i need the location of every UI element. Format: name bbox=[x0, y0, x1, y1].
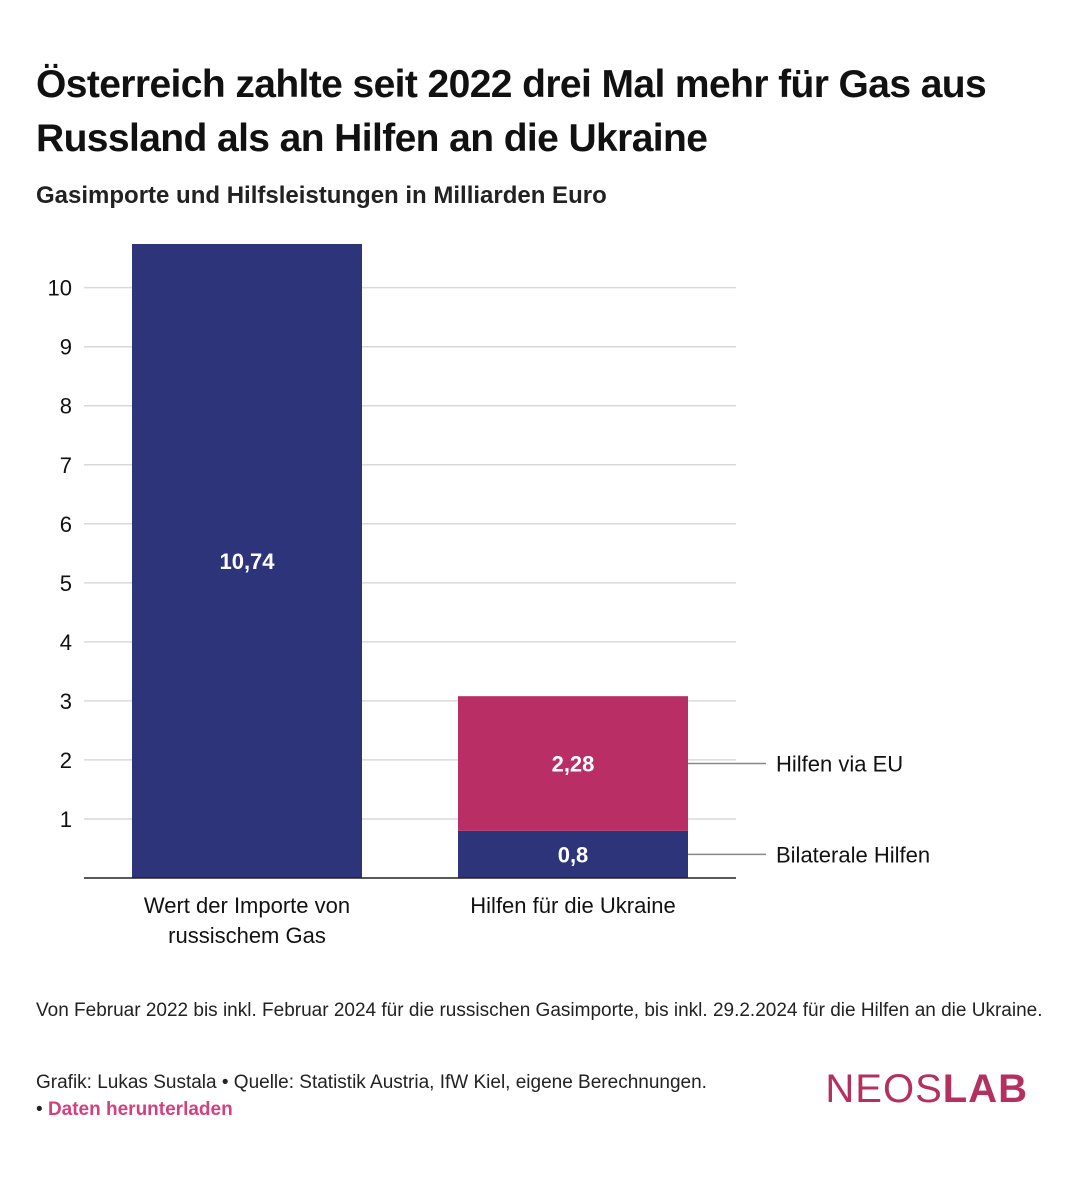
bar-segment bbox=[458, 830, 688, 878]
y-tick-label: 7 bbox=[60, 453, 72, 478]
y-tick-label: 3 bbox=[60, 689, 72, 714]
bar-chart: 1 2 3 4 5 6 7 8 9 10 10,74 0,8 2,28 Bilaterale Hilf… bbox=[48, 244, 930, 948]
series-annotations: Bilaterale Hilfen Hilfen via EU bbox=[688, 751, 930, 867]
y-tick-label: 5 bbox=[60, 571, 72, 596]
download-data-link[interactable]: Daten herunterladen bbox=[47, 1099, 233, 1120]
series-annotation: Hilfen via EU bbox=[776, 751, 903, 776]
y-tick-label: 8 bbox=[60, 394, 72, 419]
bars bbox=[132, 244, 688, 878]
data-labels: 10,74 0,8 2,28 bbox=[219, 549, 594, 867]
chart-subtitle: Gasimporte und Hilfsleistungen in Millia… bbox=[36, 182, 607, 209]
y-tick-label: 4 bbox=[60, 630, 72, 655]
data-label: 0,8 bbox=[558, 842, 589, 867]
credit-text: Grafik: Lukas Sustala • Quelle: Statisti… bbox=[36, 1072, 707, 1093]
x-category-label: russischem Gas bbox=[168, 923, 326, 948]
y-tick-label: 6 bbox=[60, 512, 72, 537]
x-axis: Wert der Importe von russischem Gas Hilfen… bbox=[84, 877, 736, 948]
y-tick-label: 1 bbox=[60, 807, 72, 832]
data-label: 10,74 bbox=[219, 549, 275, 574]
y-axis: 1 2 3 4 5 6 7 8 9 10 bbox=[48, 276, 72, 832]
data-label: 2,28 bbox=[552, 751, 595, 776]
source-credit: Grafik: Lukas Sustala • Quelle: Statisti… bbox=[36, 1069, 816, 1123]
footnote: Von Februar 2022 bis inkl. Februar 2024 … bbox=[36, 1000, 1043, 1021]
logo-part-neos: NEOS bbox=[825, 1067, 943, 1111]
bar-segment bbox=[132, 244, 362, 878]
series-annotation: Bilaterale Hilfen bbox=[776, 842, 930, 867]
bar-segment bbox=[458, 696, 688, 831]
x-category-label: Hilfen für die Ukraine bbox=[470, 893, 675, 918]
logo-part-lab: LAB bbox=[942, 1067, 1028, 1111]
bullet: • bbox=[36, 1099, 48, 1120]
y-tick-label: 9 bbox=[60, 335, 72, 360]
y-tick-label: 10 bbox=[48, 276, 72, 301]
x-category-label: Wert der Importe von bbox=[144, 893, 350, 918]
neos-lab-logo: NEOSLAB bbox=[825, 1064, 1028, 1114]
y-tick-label: 2 bbox=[60, 748, 72, 773]
chart-title: Österreich zahlte seit 2022 drei Mal meh… bbox=[36, 63, 987, 160]
